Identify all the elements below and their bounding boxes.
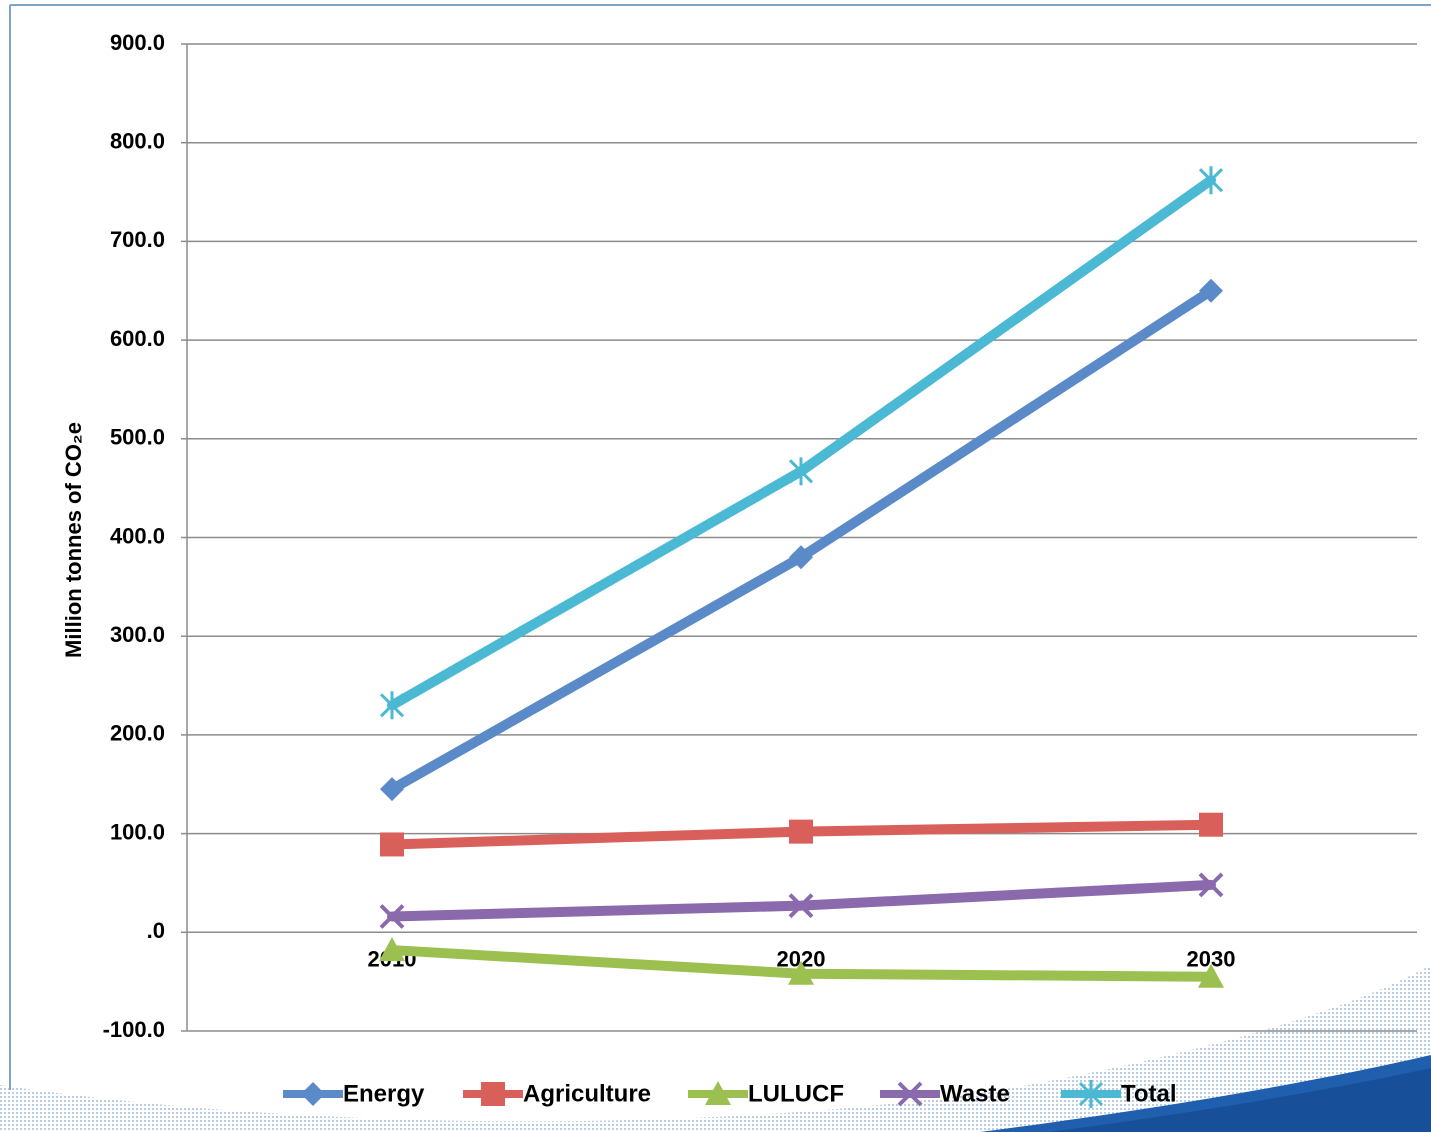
series-lulucf: [379, 937, 1224, 988]
series-agriculture: [380, 812, 1223, 857]
y-tick-label: -100.0: [103, 1017, 165, 1042]
data-point-total: [788, 457, 814, 486]
legend-label-energy: Energy: [343, 1080, 425, 1107]
y-tick-label: 600.0: [110, 326, 165, 351]
data-point-agriculture: [380, 832, 404, 857]
legend-item-lulucf: LULUCF: [688, 1080, 844, 1107]
y-tick-label: .0: [147, 918, 165, 943]
y-tick-label: 500.0: [110, 425, 165, 450]
data-point-total: [1198, 166, 1224, 195]
data-point-energy: [789, 545, 813, 570]
data-point-lulucf: [379, 937, 405, 962]
background-wave-dark-edge: [1050, 1068, 1431, 1132]
x-axis: 201020202030: [187, 931, 1417, 971]
y-tick-label: 900.0: [110, 30, 165, 55]
series: [379, 166, 1224, 988]
legend-marker-waste: [897, 1081, 923, 1107]
data-point-lulucf: [788, 960, 814, 985]
series-line-energy: [387, 285, 1216, 795]
y-tick-label: 700.0: [110, 227, 165, 252]
data-point-lulucf: [1198, 963, 1224, 988]
data-point-waste: [1198, 872, 1224, 898]
y-tick-label: 100.0: [110, 819, 165, 844]
y-axis: -100.0 .0 100.0 200.0 300.0 400.0 500.0 600.0 70…: [103, 30, 188, 1042]
legend-item-waste: Waste: [880, 1080, 1010, 1107]
data-point-agriculture: [789, 819, 813, 844]
legend-label-total: Total: [1121, 1080, 1177, 1107]
series-energy: [380, 278, 1223, 802]
data-point-waste: [788, 893, 814, 919]
legend-marker-lulucf: [705, 1081, 731, 1105]
data-point-total: [379, 691, 405, 720]
legend-item-agriculture: Agriculture: [463, 1080, 651, 1107]
legend-label-agriculture: Agriculture: [523, 1080, 651, 1107]
series-line-waste: [387, 879, 1216, 922]
y-tick-label: 200.0: [110, 721, 165, 746]
data-point-energy: [1199, 278, 1223, 303]
legend-label-lulucf: LULUCF: [748, 1080, 844, 1107]
data-point-waste: [379, 904, 405, 929]
y-tick-label: 800.0: [110, 129, 165, 154]
y-tick-label: 400.0: [110, 523, 165, 548]
legend: Energy Agriculture LULUCF Waste Total: [283, 1080, 1177, 1108]
legend-marker-agriculture: [481, 1082, 505, 1106]
legend-marker-total: [1078, 1080, 1104, 1108]
legend-item-total: Total: [1061, 1080, 1177, 1108]
series-line-total: [387, 175, 1216, 711]
legend-label-waste: Waste: [940, 1080, 1010, 1107]
legend-item-energy: Energy: [283, 1080, 425, 1107]
series-waste: [379, 872, 1224, 929]
gridlines: [187, 43, 1417, 1032]
y-tick-label: 300.0: [110, 622, 165, 647]
series-total: [379, 166, 1224, 720]
data-point-agriculture: [1199, 812, 1223, 837]
y-axis-title: Million tonnes of CO₂e: [61, 422, 86, 658]
data-point-energy: [380, 777, 404, 802]
legend-marker-energy: [301, 1082, 325, 1106]
